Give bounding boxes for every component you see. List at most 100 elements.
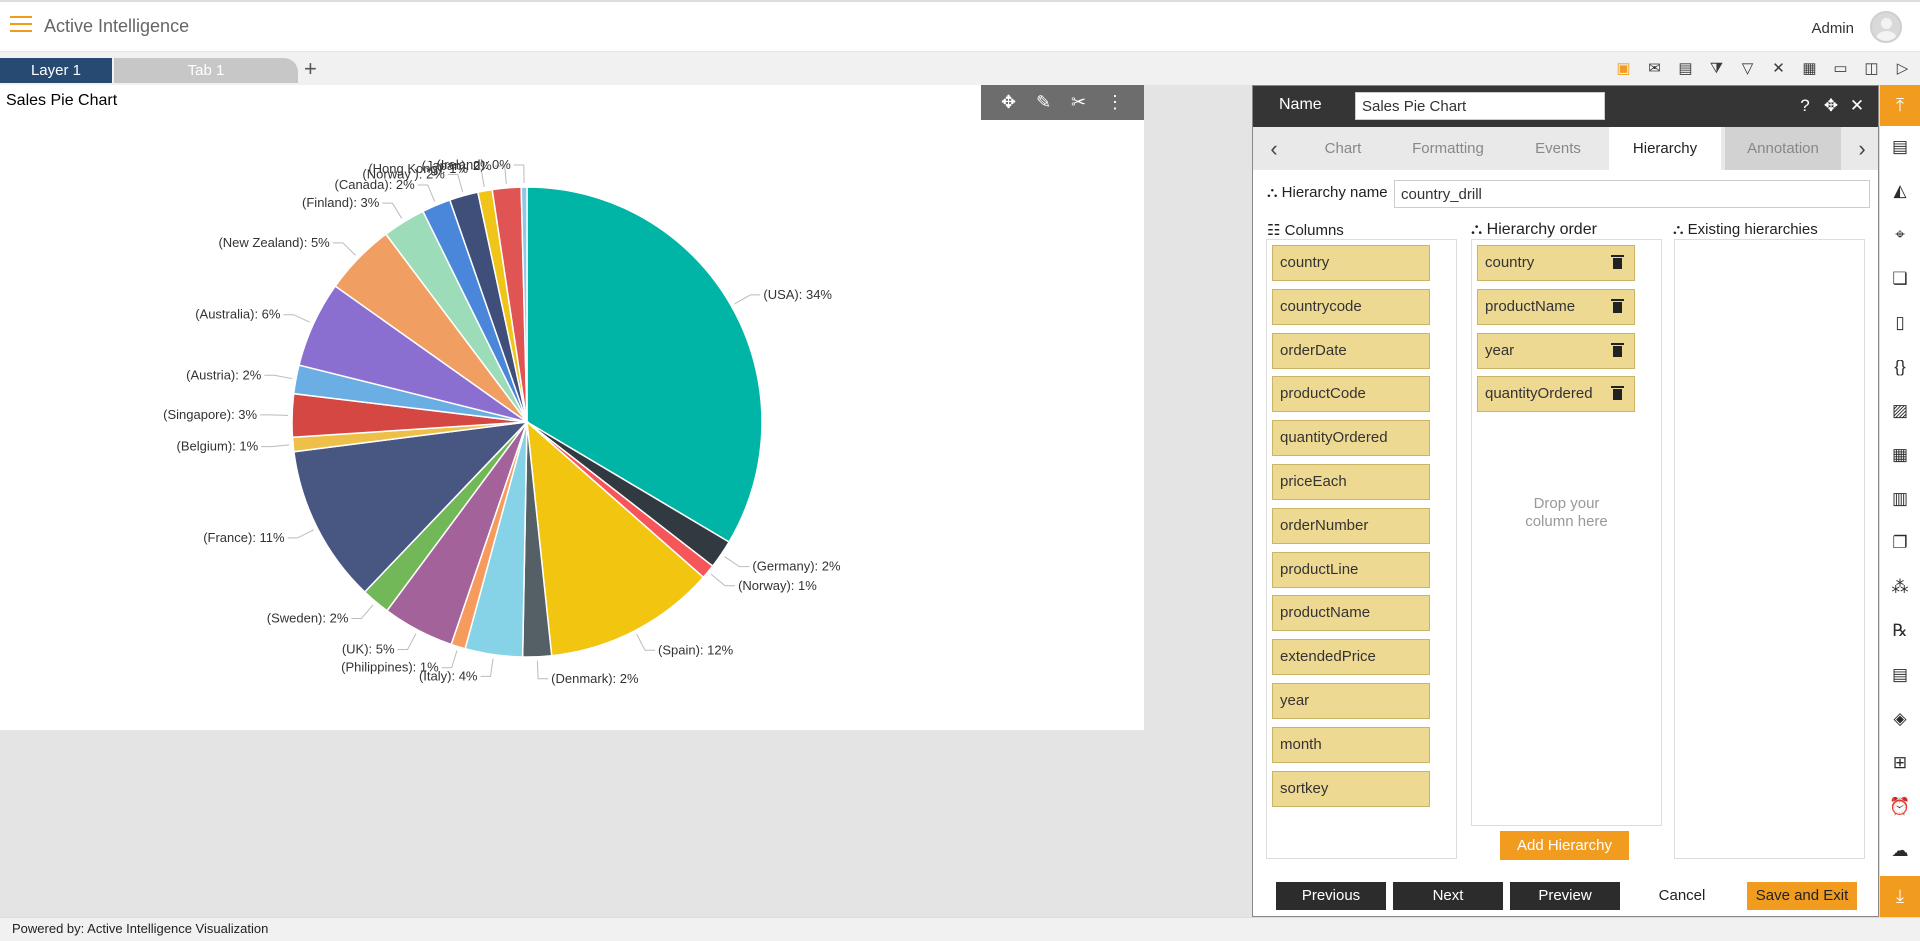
devices-icon[interactable]: ◫ [1864, 60, 1879, 77]
column-item[interactable]: priceEach [1272, 464, 1430, 500]
add-hierarchy-button[interactable]: Add Hierarchy [1500, 831, 1629, 860]
edit-icon[interactable]: ✎ [1035, 92, 1052, 112]
menu-icon[interactable] [10, 16, 32, 34]
pie-slice[interactable] [526, 186, 763, 544]
name-input[interactable] [1355, 92, 1605, 120]
avatar[interactable] [1870, 11, 1902, 43]
leader-line [382, 202, 403, 219]
tools-icon[interactable]: ✕ [1772, 60, 1785, 77]
hierarchy-order-item[interactable]: country [1477, 245, 1635, 281]
hierarchy-order-item[interactable]: year [1477, 332, 1635, 369]
help-icon[interactable]: ? [1800, 96, 1810, 115]
chart-icon[interactable]: ◭ [1893, 181, 1907, 200]
user-name[interactable]: Admin [1811, 20, 1854, 37]
notes-icon[interactable]: ▤ [1891, 665, 1909, 684]
leader-line [261, 444, 290, 448]
previous-button[interactable]: Previous [1276, 882, 1386, 910]
mail-icon[interactable]: ✉ [1648, 60, 1661, 77]
tab-1[interactable]: Tab 1 [114, 58, 298, 83]
cluster-icon[interactable]: ⁂ [1891, 577, 1909, 596]
tab-chart[interactable]: Chart [1324, 140, 1362, 157]
column-item[interactable]: month [1272, 726, 1430, 763]
tab-layer-1[interactable]: Layer 1 [0, 58, 112, 83]
chart-title: Sales Pie Chart [6, 92, 118, 109]
scroll-bottom-icon[interactable]: ⤓ [1880, 876, 1920, 917]
pie-slice[interactable] [526, 420, 705, 657]
trash-icon[interactable] [1611, 255, 1624, 269]
column-item[interactable]: countrycode [1272, 288, 1430, 325]
scroll-top-icon[interactable]: ⤒ [1880, 85, 1920, 126]
chart-panel: (USA): 34% (Germany): 2% (Norway): 1% (Spai… [0, 85, 1144, 730]
slice-label: (Philippines): 1% [341, 660, 439, 675]
column-item[interactable]: orderNumber [1272, 507, 1430, 544]
name-label: Name [1279, 96, 1322, 113]
document-icon[interactable]: ▯ [1895, 313, 1905, 332]
save-and-exit-button[interactable]: Save and Exit [1747, 882, 1857, 910]
filter-icon[interactable]: ▽ [1741, 60, 1754, 77]
chart-tools: ✥ ✎ ✂ ⋮ [981, 85, 1144, 120]
save-icon[interactable]: ▣ [1616, 60, 1631, 77]
alarm-icon[interactable]: ⏰ [1889, 797, 1911, 816]
pie-slice[interactable] [293, 420, 530, 594]
widgets-icon[interactable]: ⊞ [1892, 753, 1908, 772]
column-item[interactable]: productLine [1272, 551, 1430, 588]
column-item[interactable]: year [1272, 683, 1430, 719]
hierarchy-order-item[interactable]: quantityOrdered [1477, 376, 1635, 413]
report-icon[interactable]: ❏ [1892, 269, 1908, 288]
pie-slice[interactable] [520, 186, 528, 423]
move-icon[interactable]: ✥ [1000, 92, 1017, 112]
cancel-button[interactable]: Cancel [1627, 882, 1737, 910]
next-button[interactable]: Next [1393, 882, 1503, 910]
leader-line [397, 633, 417, 651]
tab-formatting[interactable]: Formatting [1412, 140, 1484, 157]
code-icon[interactable]: {} [1894, 357, 1906, 376]
play-icon[interactable]: ▷ [1896, 60, 1909, 77]
preview-button[interactable]: Preview [1510, 882, 1620, 910]
slice-label: (Italy): 4% [419, 668, 478, 683]
column-item[interactable]: country [1272, 245, 1430, 281]
tab-annotation[interactable]: Annotation [1725, 127, 1841, 170]
hierarchy-name-input[interactable] [1394, 180, 1870, 208]
image-icon[interactable]: ▨ [1891, 401, 1909, 420]
cloud-upload-icon[interactable]: ☁ [1891, 841, 1909, 860]
chevron-left-icon[interactable]: ‹ [1270, 136, 1278, 161]
tab-events[interactable]: Events [1535, 140, 1581, 157]
tools-icon[interactable]: ✂ [1070, 92, 1087, 112]
hierarchy-order-label: quantityOrdered [1485, 385, 1593, 403]
move-icon[interactable]: ✥ [1823, 96, 1839, 115]
more-icon[interactable]: ⋮ [1106, 92, 1124, 112]
hierarchy-order-item[interactable]: productName [1477, 288, 1635, 325]
column-item[interactable]: sortkey [1272, 770, 1430, 807]
formula-icon[interactable]: ℞ [1892, 621, 1908, 640]
data-icon[interactable]: ▤ [1891, 137, 1909, 156]
slice-label: (Finland): 3% [302, 195, 380, 210]
trash-icon[interactable] [1611, 342, 1624, 357]
slice-label: (Denmark): 2% [551, 671, 639, 686]
tab-hierarchy[interactable]: Hierarchy [1609, 127, 1721, 170]
column-item[interactable]: productName [1272, 595, 1430, 632]
column-item[interactable]: productCode [1272, 376, 1430, 413]
columns-title: ☷ Columns [1267, 222, 1344, 239]
hierarchy-order-list[interactable]: Drop your column here country productName y… [1471, 239, 1662, 826]
slice-label: (USA): 34% [763, 287, 832, 302]
add-tab-button[interactable]: + [304, 56, 317, 81]
map-icon[interactable]: ⌖ [1895, 225, 1905, 244]
copy-icon[interactable]: ❐ [1892, 533, 1908, 552]
hierarchy-order-title: ⛬ Hierarchy order [1471, 221, 1597, 238]
pie-chart: (USA): 34% (Germany): 2% (Norway): 1% (Spai… [163, 157, 841, 686]
chevron-right-icon[interactable]: › [1858, 136, 1866, 161]
bar-chart-icon[interactable]: ▥ [1891, 489, 1909, 508]
column-item[interactable]: quantityOrdered [1272, 420, 1430, 457]
column-item[interactable]: extendedPrice [1272, 639, 1430, 676]
trash-icon[interactable] [1611, 386, 1624, 401]
embed-icon[interactable]: ▭ [1833, 60, 1848, 77]
column-item[interactable]: orderDate [1272, 332, 1430, 369]
trash-icon[interactable] [1611, 298, 1624, 313]
clear-filter-icon[interactable]: ⧩ [1709, 60, 1724, 77]
leader-line [287, 529, 314, 539]
comment-icon[interactable]: ▤ [1678, 60, 1693, 77]
grid-icon[interactable]: ▦ [1802, 60, 1817, 77]
table-icon[interactable]: ▦ [1891, 445, 1909, 464]
close-icon[interactable]: ✕ [1849, 96, 1865, 115]
layers-icon[interactable]: ◈ [1893, 709, 1907, 728]
